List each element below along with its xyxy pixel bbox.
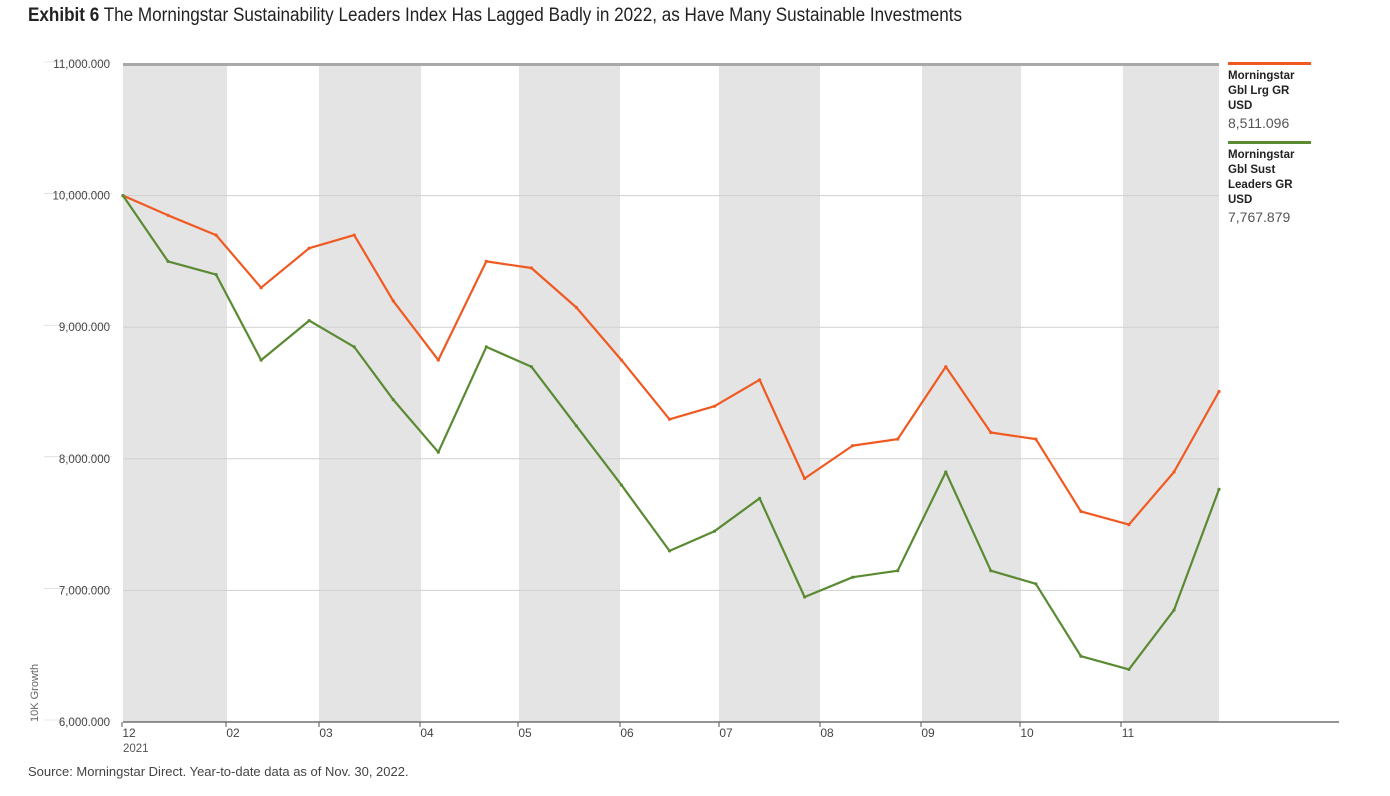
month-band [319, 64, 421, 722]
data-point [896, 437, 900, 441]
data-point [712, 404, 717, 408]
data-point [712, 529, 717, 533]
month-band [922, 64, 1021, 722]
data-point [529, 266, 534, 270]
y-axis-label: 10K Growth [29, 664, 41, 722]
data-point [944, 365, 948, 369]
data-point [436, 450, 440, 454]
x-tick-label: 04 [420, 726, 434, 740]
data-point [619, 483, 624, 487]
data-point [484, 345, 488, 349]
data-point [851, 575, 855, 579]
legend-swatch [1228, 62, 1311, 65]
x-tick-label: 03 [319, 726, 333, 740]
y-tick-label: 10,000.000 [52, 191, 110, 203]
month-band [1123, 64, 1219, 722]
legend-series-name: Morningstar Gbl Sust Leaders GR USD [1228, 149, 1295, 206]
legend-series-name: Morningstar Gbl Lrg GR USD [1228, 70, 1295, 112]
data-point [529, 365, 534, 369]
legend-series-value: 7,767.879 [1228, 209, 1291, 225]
data-point [391, 299, 395, 303]
data-point [619, 358, 624, 362]
data-point [803, 595, 807, 599]
data-point [1217, 389, 1221, 394]
data-point [1079, 654, 1083, 658]
data-point [989, 430, 993, 435]
data-point [989, 569, 993, 573]
data-point [574, 424, 579, 428]
data-point [1217, 487, 1221, 491]
data-point [1127, 667, 1131, 672]
data-point [307, 319, 311, 323]
data-point [166, 213, 170, 217]
data-point [574, 305, 579, 310]
y-tick-label: 11,000.000 [53, 59, 110, 71]
x-tick-label: 05 [518, 726, 532, 740]
legend-entry-2: Morningstar Gbl Sust Leaders GR USD 7,76… [1228, 141, 1311, 225]
data-point [758, 496, 762, 500]
data-point [121, 194, 125, 198]
x-year-label: 2021 [123, 743, 149, 755]
data-point [436, 358, 440, 362]
data-point [1172, 608, 1176, 612]
data-point [667, 417, 672, 421]
chart-title: Exhibit 6 The Morningstar Sustainability… [28, 5, 962, 27]
top-border [123, 63, 1219, 66]
title-text: The Morningstar Sustainability Leaders I… [103, 5, 963, 26]
x-tick-label: 12 [122, 726, 136, 740]
data-point [484, 259, 488, 263]
x-tick-label: 11 [1122, 726, 1135, 740]
x-tick-label: 02 [226, 726, 240, 740]
data-point [1034, 437, 1038, 441]
data-point [1079, 509, 1083, 513]
x-tick-label: 08 [820, 726, 834, 740]
source-note: Source: Morningstar Direct. Year-to-date… [28, 764, 409, 779]
data-point [352, 233, 356, 237]
exhibit-label: Exhibit 6 [28, 5, 100, 26]
data-point [166, 259, 170, 263]
x-tick-label: 07 [719, 726, 733, 740]
x-tick-label: 09 [921, 726, 935, 740]
legend-swatch [1228, 141, 1311, 144]
month-band [123, 64, 227, 722]
data-point [1127, 523, 1131, 527]
x-tick-label: 10 [1020, 726, 1034, 740]
data-point [352, 345, 356, 349]
data-point [307, 246, 311, 250]
x-tick-label: 06 [620, 726, 634, 740]
data-point [1034, 582, 1038, 586]
data-point [1172, 470, 1176, 474]
data-point [214, 233, 218, 237]
series-line-1 [122, 194, 1220, 526]
data-point [896, 569, 900, 573]
legend-series-value: 8,511.096 [1228, 115, 1290, 131]
data-point [803, 476, 807, 481]
legend-entry-1: Morningstar Gbl Lrg GR USD 8,511.096 [1228, 62, 1311, 131]
data-point [944, 470, 948, 474]
data-point [667, 549, 672, 553]
y-tick-label: 8,000.000 [59, 454, 110, 466]
data-point [259, 358, 263, 362]
data-point [851, 444, 855, 448]
data-point [391, 398, 395, 402]
data-point [259, 286, 263, 290]
data-point [758, 378, 762, 382]
month-band [519, 64, 620, 722]
data-point [214, 273, 218, 277]
y-tick-label: 6,000.000 [59, 717, 110, 729]
month-band [719, 64, 820, 722]
y-tick-label: 7,000.000 [59, 585, 110, 597]
y-tick-label: 9,000.000 [59, 322, 110, 334]
